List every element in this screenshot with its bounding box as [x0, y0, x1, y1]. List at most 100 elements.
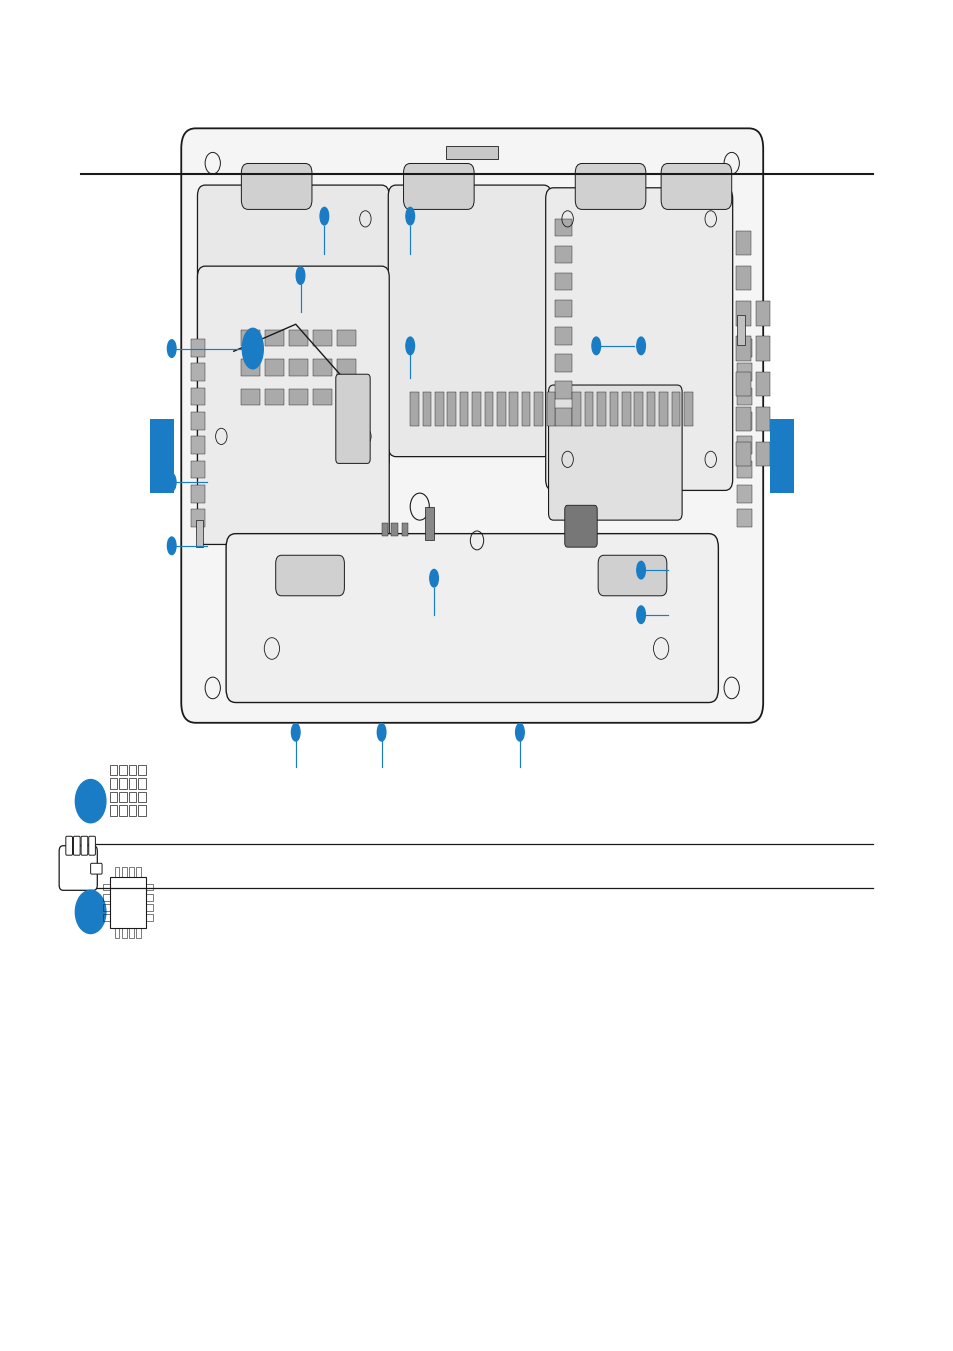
- Ellipse shape: [637, 336, 644, 355]
- Ellipse shape: [167, 474, 175, 492]
- Bar: [129, 765, 136, 775]
- Bar: [391, 523, 397, 536]
- Bar: [110, 805, 117, 816]
- Circle shape: [75, 780, 106, 823]
- Bar: [191, 412, 205, 430]
- Bar: [191, 436, 205, 454]
- Bar: [119, 805, 127, 816]
- Bar: [146, 884, 152, 890]
- Bar: [737, 339, 751, 357]
- Ellipse shape: [405, 208, 414, 226]
- Bar: [136, 928, 141, 938]
- Bar: [584, 392, 593, 426]
- Bar: [110, 792, 117, 802]
- Ellipse shape: [291, 724, 299, 740]
- Bar: [122, 928, 127, 938]
- Bar: [119, 778, 127, 789]
- Bar: [146, 915, 152, 921]
- Bar: [191, 388, 205, 405]
- Bar: [555, 273, 572, 290]
- Circle shape: [75, 890, 106, 934]
- Bar: [241, 330, 260, 346]
- Ellipse shape: [376, 724, 385, 740]
- Bar: [755, 407, 769, 431]
- Bar: [472, 392, 480, 426]
- Bar: [313, 359, 332, 376]
- FancyBboxPatch shape: [91, 863, 102, 874]
- Bar: [265, 359, 284, 376]
- Bar: [609, 392, 618, 426]
- Bar: [191, 509, 205, 527]
- Ellipse shape: [242, 328, 263, 369]
- FancyBboxPatch shape: [181, 128, 762, 723]
- Bar: [129, 778, 136, 789]
- Bar: [736, 407, 750, 431]
- Bar: [659, 392, 667, 426]
- Bar: [572, 392, 580, 426]
- FancyBboxPatch shape: [545, 188, 732, 490]
- Bar: [110, 778, 117, 789]
- FancyBboxPatch shape: [388, 185, 551, 457]
- FancyBboxPatch shape: [197, 266, 389, 544]
- Ellipse shape: [591, 336, 600, 355]
- Bar: [671, 392, 679, 426]
- Bar: [435, 392, 443, 426]
- Bar: [119, 792, 127, 802]
- Bar: [336, 389, 355, 405]
- Bar: [265, 330, 284, 346]
- FancyBboxPatch shape: [275, 555, 344, 596]
- Bar: [336, 330, 355, 346]
- Bar: [138, 778, 146, 789]
- Bar: [521, 392, 530, 426]
- Bar: [755, 442, 769, 466]
- FancyBboxPatch shape: [564, 505, 597, 547]
- Bar: [646, 392, 655, 426]
- Bar: [737, 315, 744, 345]
- Ellipse shape: [405, 336, 414, 355]
- Bar: [191, 363, 205, 381]
- Ellipse shape: [637, 605, 644, 624]
- FancyBboxPatch shape: [575, 163, 645, 209]
- Ellipse shape: [429, 570, 437, 588]
- Bar: [110, 877, 146, 928]
- Bar: [103, 904, 110, 911]
- Bar: [737, 509, 751, 527]
- Bar: [755, 336, 769, 361]
- Bar: [136, 867, 141, 877]
- Bar: [755, 301, 769, 326]
- FancyBboxPatch shape: [197, 185, 389, 470]
- Bar: [265, 389, 284, 405]
- Bar: [546, 392, 555, 426]
- Bar: [313, 330, 332, 346]
- Bar: [447, 392, 456, 426]
- Bar: [736, 231, 750, 255]
- FancyBboxPatch shape: [241, 163, 312, 209]
- Bar: [555, 354, 572, 372]
- FancyBboxPatch shape: [598, 555, 666, 596]
- Bar: [424, 507, 434, 540]
- Bar: [103, 915, 110, 921]
- Bar: [755, 372, 769, 396]
- Bar: [555, 300, 572, 317]
- Bar: [103, 884, 110, 890]
- Bar: [737, 388, 751, 405]
- Bar: [191, 485, 205, 503]
- Bar: [146, 904, 152, 911]
- FancyBboxPatch shape: [660, 163, 731, 209]
- Bar: [241, 359, 260, 376]
- Bar: [138, 765, 146, 775]
- Bar: [195, 520, 203, 547]
- Bar: [119, 765, 127, 775]
- FancyBboxPatch shape: [226, 534, 718, 703]
- Bar: [737, 412, 751, 430]
- Bar: [191, 339, 205, 357]
- Bar: [114, 867, 119, 877]
- Bar: [509, 392, 517, 426]
- Bar: [736, 372, 750, 396]
- Bar: [129, 805, 136, 816]
- Bar: [634, 392, 642, 426]
- Bar: [150, 419, 173, 493]
- Bar: [122, 867, 127, 877]
- Bar: [555, 408, 572, 426]
- Bar: [736, 442, 750, 466]
